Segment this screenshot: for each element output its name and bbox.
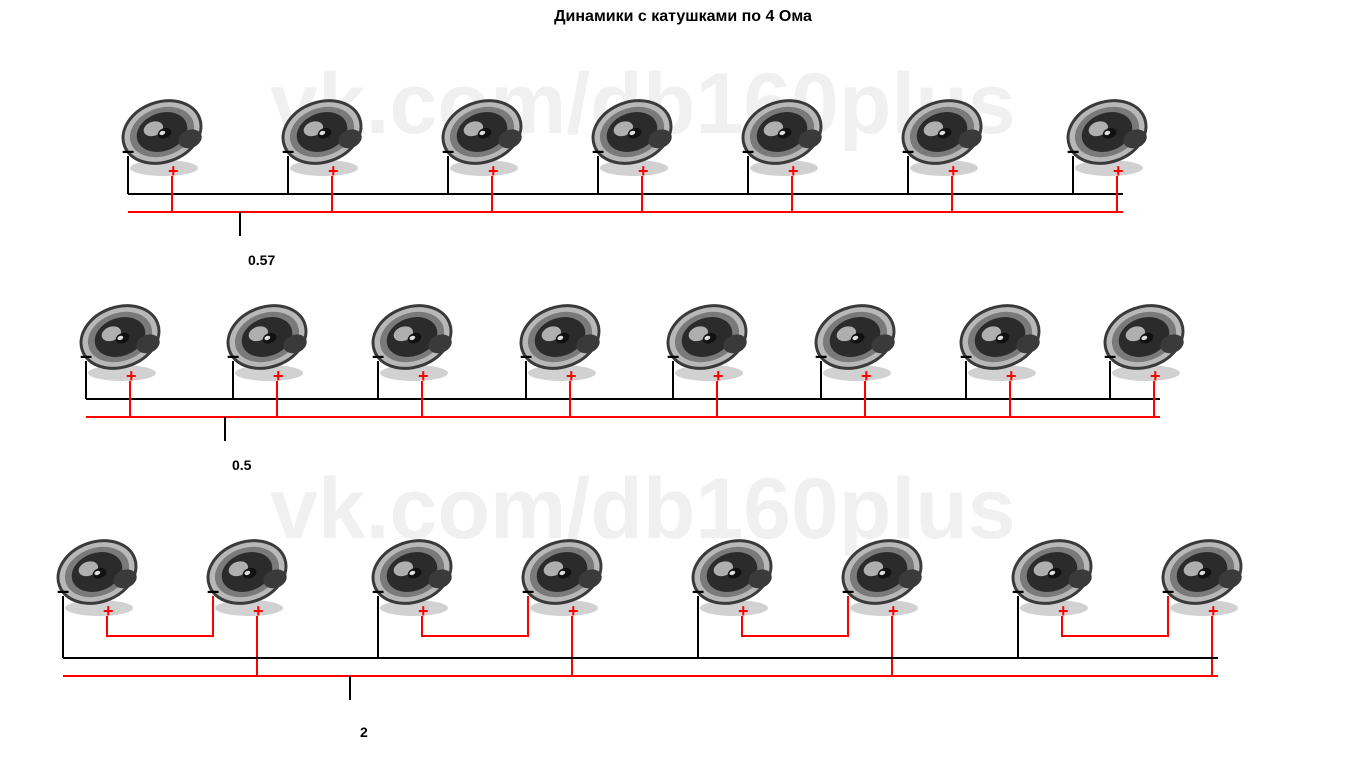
terminal-plus: + [103,602,114,620]
terminal-plus: + [1150,367,1161,385]
speaker-icon [274,90,370,180]
speaker-icon [434,90,530,180]
terminal-minus: – [522,580,534,602]
terminal-plus: + [566,367,577,385]
impedance-label: 2 [360,724,368,740]
speaker-icon [364,530,460,620]
speaker-icon [199,530,295,620]
terminal-plus: + [638,162,649,180]
terminal-plus: + [488,162,499,180]
terminal-plus: + [861,367,872,385]
speaker-icon [584,90,680,180]
terminal-minus: – [207,580,219,602]
speaker-icon [72,295,168,385]
speaker-icon [114,90,210,180]
terminal-minus: – [592,140,604,162]
terminal-plus: + [168,162,179,180]
terminal-plus: + [273,367,284,385]
terminal-minus: – [80,345,92,367]
speaker-icon [659,295,755,385]
speaker-icon [514,530,610,620]
speaker-icon [512,295,608,385]
impedance-label: 0.5 [232,457,251,473]
terminal-minus: – [667,345,679,367]
terminal-plus: + [738,602,749,620]
terminal-plus: + [568,602,579,620]
terminal-minus: – [742,140,754,162]
terminal-plus: + [1006,367,1017,385]
speaker-icon [807,295,903,385]
speaker-icon [219,295,315,385]
terminal-plus: + [1058,602,1069,620]
terminal-minus: – [842,580,854,602]
terminal-minus: – [372,580,384,602]
terminal-plus: + [948,162,959,180]
terminal-minus: – [57,580,69,602]
terminal-plus: + [788,162,799,180]
terminal-minus: – [815,345,827,367]
speaker-icon [952,295,1048,385]
terminal-minus: – [692,580,704,602]
terminal-plus: + [713,367,724,385]
terminal-minus: – [122,140,134,162]
terminal-minus: – [902,140,914,162]
terminal-minus: – [1067,140,1079,162]
terminal-minus: – [1104,345,1116,367]
speaker-icon [734,90,830,180]
terminal-minus: – [520,345,532,367]
speaker-icon [1154,530,1250,620]
speaker-icon [1004,530,1100,620]
speaker-icon [49,530,145,620]
terminal-minus: – [282,140,294,162]
terminal-plus: + [1113,162,1124,180]
impedance-label: 0.57 [248,252,275,268]
terminal-plus: + [888,602,899,620]
diagram-title: Динамики с катушками по 4 Ома [0,8,1366,26]
speaker-icon [684,530,780,620]
speaker-icon [894,90,990,180]
terminal-minus: – [372,345,384,367]
speaker-icon [364,295,460,385]
speaker-icon [1059,90,1155,180]
terminal-plus: + [126,367,137,385]
terminal-plus: + [1208,602,1219,620]
terminal-minus: – [227,345,239,367]
terminal-minus: – [1012,580,1024,602]
speaker-icon [1096,295,1192,385]
terminal-minus: – [1162,580,1174,602]
terminal-plus: + [253,602,264,620]
terminal-minus: – [442,140,454,162]
terminal-plus: + [418,367,429,385]
speaker-icon [834,530,930,620]
terminal-plus: + [328,162,339,180]
terminal-plus: + [418,602,429,620]
terminal-minus: – [960,345,972,367]
